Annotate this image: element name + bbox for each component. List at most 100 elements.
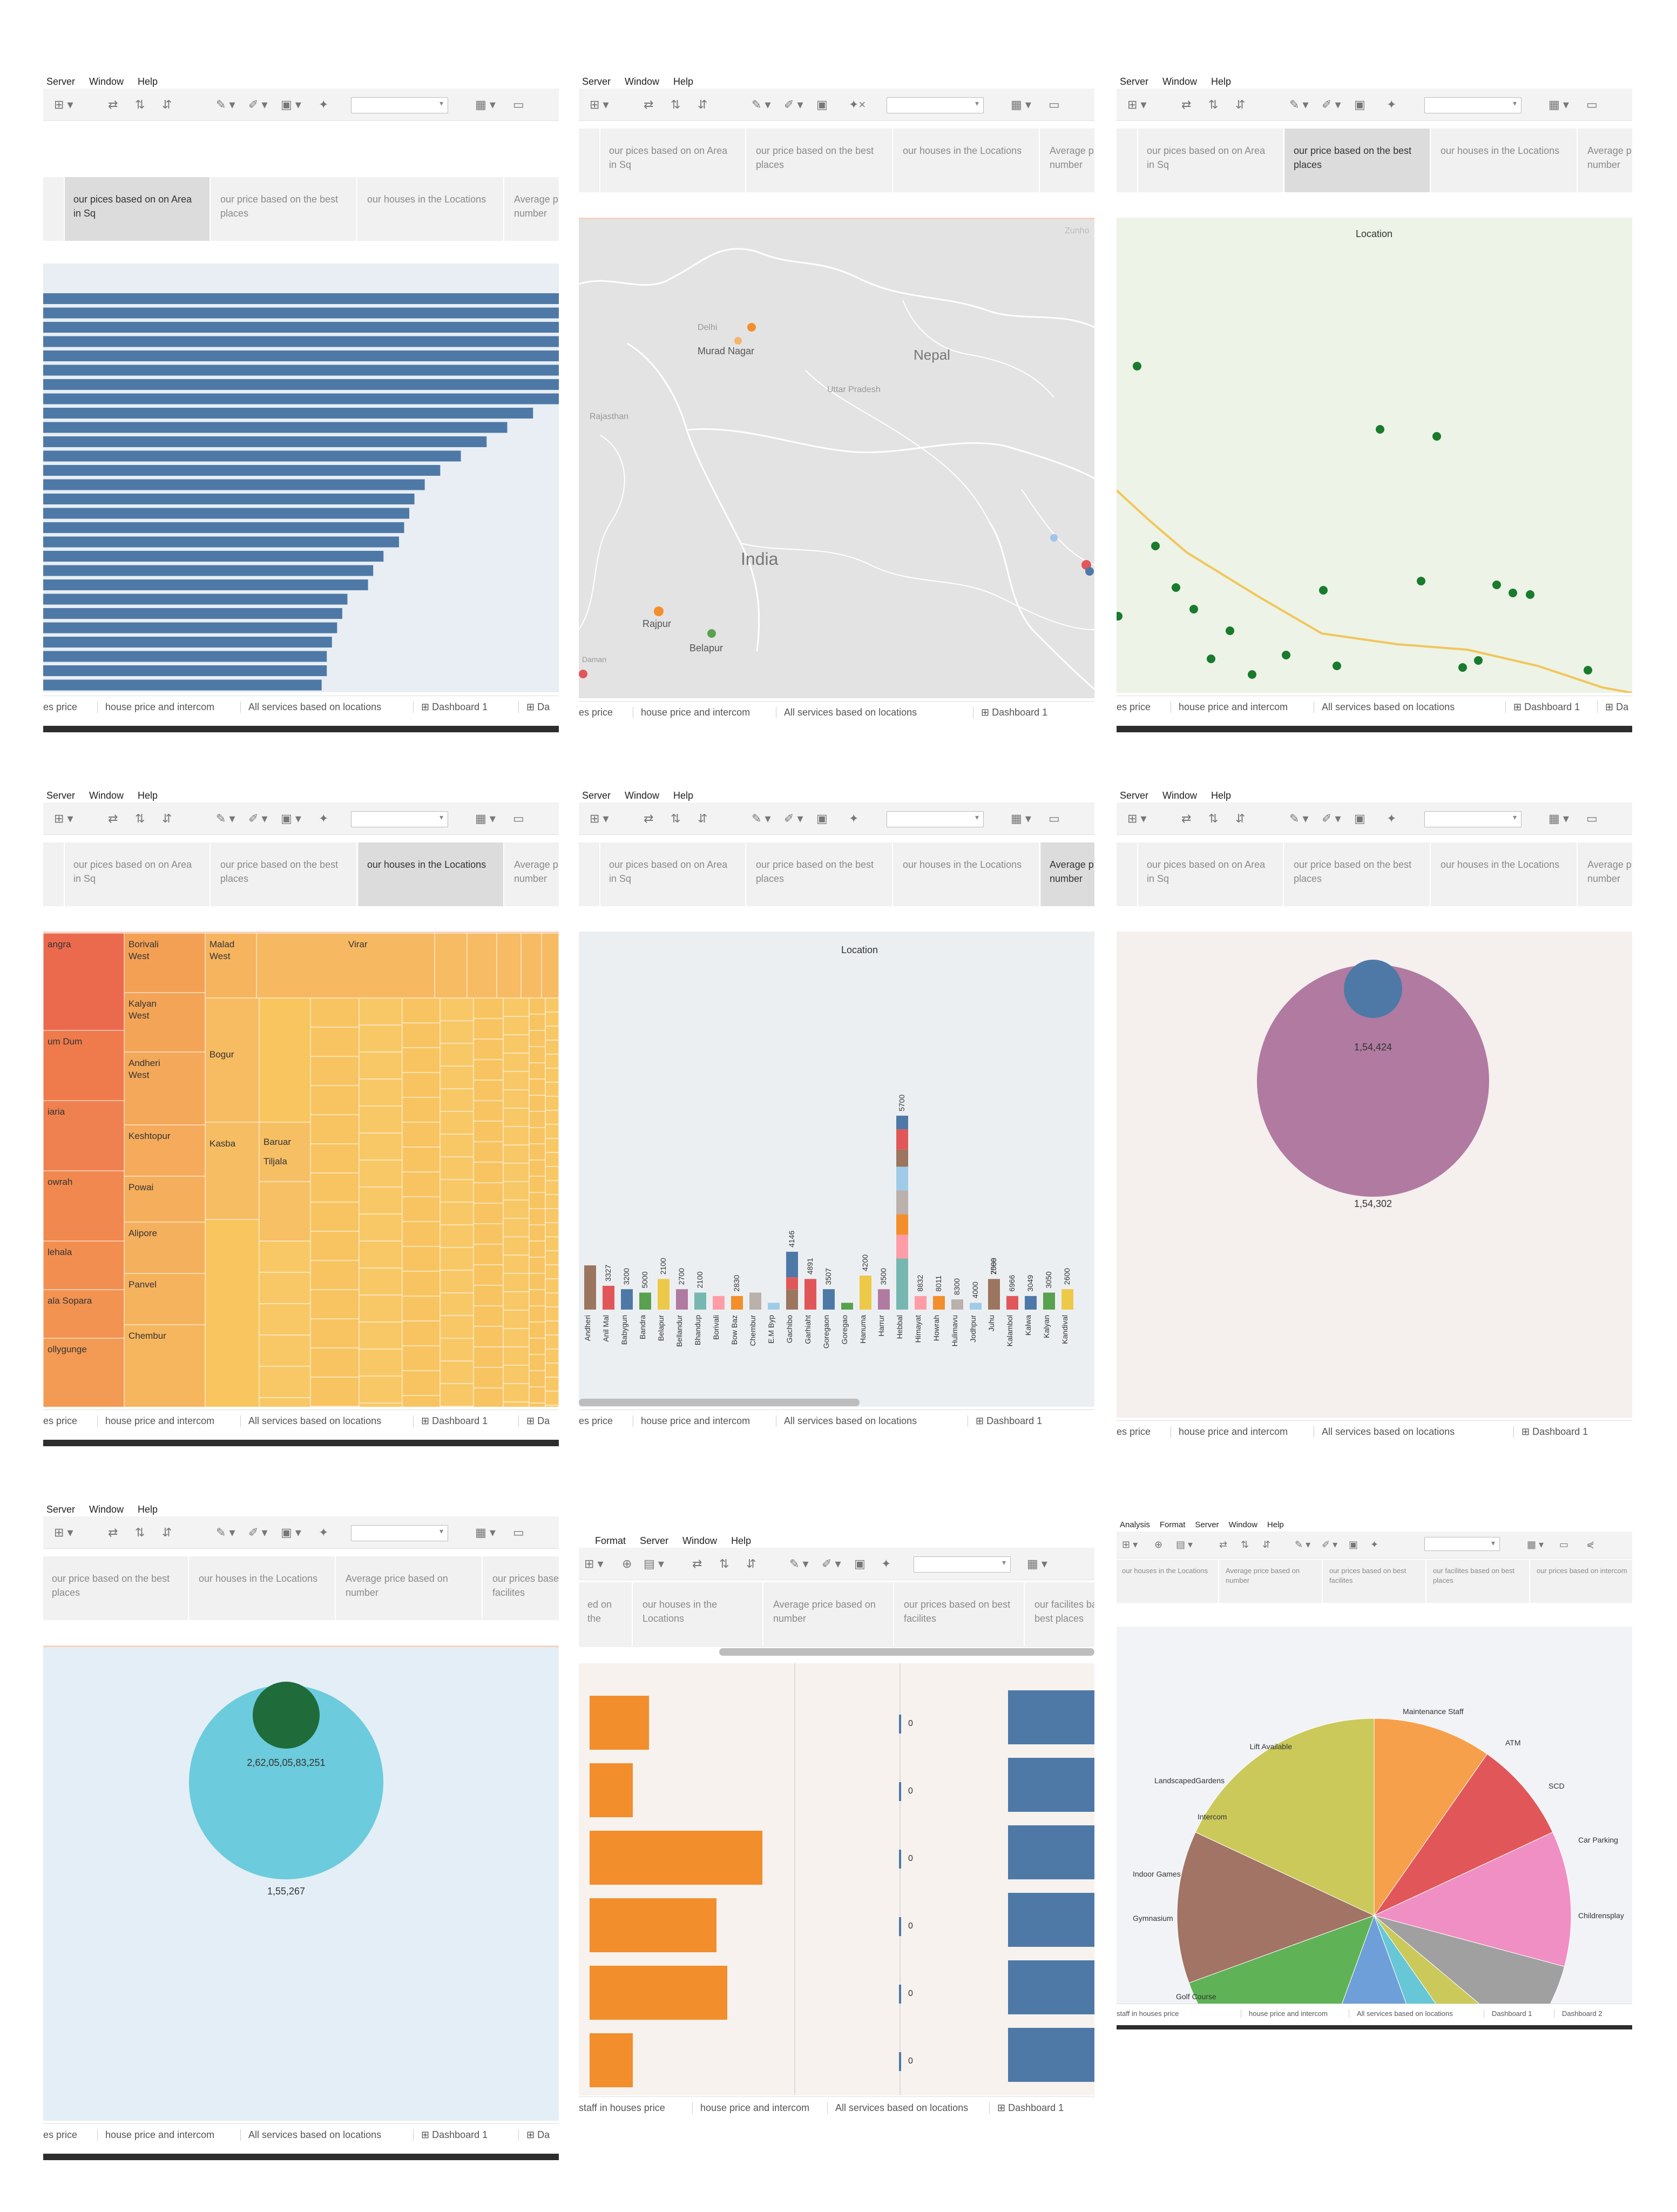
data-source-icon[interactable]: ⊞ ▾: [590, 812, 609, 825]
scatter-point[interactable]: [1117, 612, 1122, 621]
treemap-cell[interactable]: [259, 1272, 311, 1304]
menu-window[interactable]: Window: [1162, 76, 1198, 87]
treemap-cell[interactable]: [359, 997, 403, 1026]
stacked-bar-segment[interactable]: [768, 1303, 780, 1310]
sheet-tab-dashboard[interactable]: ⊞ Dashboard 1: [1513, 1426, 1588, 1438]
highlight-icon[interactable]: ✎ ▾: [216, 98, 235, 111]
show-me-icon[interactable]: ▦ ▾: [1011, 812, 1031, 825]
bar[interactable]: [43, 579, 368, 590]
stacked-bar-segment[interactable]: [749, 1292, 761, 1310]
menu-window[interactable]: Window: [89, 76, 124, 87]
treemap-cell[interactable]: [439, 1406, 474, 1407]
treemap-cell[interactable]: [545, 1194, 559, 1209]
inner-circle[interactable]: [253, 1682, 320, 1749]
treemap-cell[interactable]: [529, 1014, 546, 1031]
sheet-tab-intercom[interactable]: house price and intercom: [1171, 1426, 1288, 1438]
highlight-icon[interactable]: ✎ ▾: [1295, 1539, 1311, 1550]
treemap-cell[interactable]: [402, 1072, 441, 1098]
treemap-cell[interactable]: [259, 1334, 311, 1367]
bar[interactable]: [43, 651, 327, 662]
sort-asc-icon[interactable]: ⇅: [135, 812, 145, 825]
stacked-bar-segment[interactable]: [1025, 1296, 1037, 1310]
treemap-cell[interactable]: [545, 1264, 559, 1279]
treemap-cell[interactable]: [439, 1383, 474, 1407]
treemap-cell[interactable]: [259, 1122, 311, 1182]
highlight-icon[interactable]: ✎ ▾: [789, 1557, 809, 1570]
treemap-cell[interactable]: [124, 1324, 206, 1407]
menu-help[interactable]: Help: [673, 790, 694, 801]
show-me-icon[interactable]: ▦ ▾: [1011, 98, 1031, 111]
show-me-icon[interactable]: ▦ ▾: [475, 98, 496, 111]
treemap-cell[interactable]: [124, 1176, 206, 1223]
treemap-cell[interactable]: [545, 1377, 559, 1392]
treemap-cell[interactable]: [310, 1172, 360, 1203]
scatter-point[interactable]: [1226, 626, 1234, 635]
tab-houses[interactable]: our houses in the Locations: [359, 177, 504, 241]
treemap-cell[interactable]: [402, 1196, 441, 1222]
highlight-icon[interactable]: ✎ ▾: [216, 1526, 235, 1539]
treemap-cell[interactable]: [124, 1273, 206, 1325]
pen-icon[interactable]: ✐ ▾: [784, 98, 803, 111]
sort-desc-icon[interactable]: ⇵: [1235, 98, 1246, 111]
map-point-east[interactable]: [1050, 534, 1058, 542]
swap-icon[interactable]: ⇄: [1181, 98, 1192, 111]
scatter-point[interactable]: [1319, 586, 1328, 595]
treemap-cell[interactable]: [545, 1320, 559, 1336]
pie-slice[interactable]: [1307, 1914, 1442, 2005]
stacked-bar-segment[interactable]: [786, 1251, 798, 1278]
inner-circle[interactable]: [1344, 960, 1402, 1018]
data-source-icon[interactable]: ⊞ ▾: [590, 98, 609, 111]
swap-icon[interactable]: ⇄: [1181, 812, 1192, 825]
pen-icon[interactable]: ✐ ▾: [784, 812, 803, 825]
stacked-bar-segment[interactable]: [915, 1296, 927, 1310]
sort-asc-icon[interactable]: ⇅: [671, 812, 681, 825]
sort-asc-icon[interactable]: ⇅: [135, 1526, 145, 1539]
treemap-cell[interactable]: [503, 1218, 530, 1237]
treemap-cell[interactable]: [473, 1203, 504, 1224]
presentation-icon[interactable]: ▭: [513, 1526, 524, 1539]
show-me-icon[interactable]: ▦ ▾: [1548, 98, 1569, 111]
stacked-bar-segment[interactable]: [603, 1285, 614, 1310]
treemap-cell[interactable]: [439, 1224, 474, 1248]
show-me-icon[interactable]: ▦ ▾: [475, 812, 496, 825]
label-icon[interactable]: ▣: [1349, 1539, 1358, 1550]
bar[interactable]: [43, 450, 461, 462]
add-source-icon[interactable]: ⊕: [1154, 1539, 1163, 1550]
bar[interactable]: [43, 479, 425, 490]
scrollbar[interactable]: [43, 726, 559, 732]
bar[interactable]: [43, 336, 559, 347]
treemap-cell[interactable]: [43, 1240, 125, 1290]
treemap-cell[interactable]: [359, 1159, 403, 1188]
menu-help[interactable]: Help: [673, 76, 694, 87]
sheet-tab-intercom[interactable]: house price and intercom: [1241, 2009, 1328, 2018]
treemap-cell[interactable]: [473, 1182, 504, 1204]
treemap-cell[interactable]: [402, 1147, 441, 1172]
treemap-cell[interactable]: [310, 1377, 360, 1407]
treemap-cell[interactable]: [545, 1026, 559, 1041]
treemap-cell[interactable]: [529, 1305, 546, 1323]
tab-area[interactable]: our pices based on on Area in Sq: [65, 842, 211, 906]
sheet-tab-dashboard[interactable]: ⊞ Dashboard 1: [989, 2102, 1064, 2114]
presentation-icon[interactable]: ▭: [1049, 812, 1060, 825]
treemap-cell[interactable]: [439, 1315, 474, 1339]
treemap-cell[interactable]: [473, 1305, 504, 1327]
tab-avg[interactable]: Average price based on number: [1579, 129, 1632, 192]
stacked-bar-segment[interactable]: [951, 1299, 963, 1310]
treemap-cell[interactable]: [359, 1321, 403, 1350]
scrollbar[interactable]: [43, 2154, 559, 2160]
treemap-cell[interactable]: [503, 1108, 530, 1127]
treemap-cell[interactable]: [439, 1247, 474, 1271]
swap-icon[interactable]: ⇄: [108, 1526, 118, 1539]
presentation-icon[interactable]: ▭: [1559, 1539, 1569, 1550]
menu-window[interactable]: Window: [625, 790, 660, 801]
treemap-cell[interactable]: [473, 1264, 504, 1286]
treemap-cell[interactable]: [43, 1170, 125, 1242]
bar[interactable]: [43, 637, 332, 648]
data-source-icon[interactable]: ⊞ ▾: [54, 812, 73, 825]
treemap-cell[interactable]: [529, 1046, 546, 1063]
menu-help[interactable]: Help: [138, 1504, 158, 1515]
bar[interactable]: [43, 350, 559, 361]
menu-server[interactable]: Server: [46, 1504, 76, 1515]
stacked-bar-segment[interactable]: [933, 1296, 945, 1310]
treemap-cell[interactable]: [402, 1047, 441, 1073]
